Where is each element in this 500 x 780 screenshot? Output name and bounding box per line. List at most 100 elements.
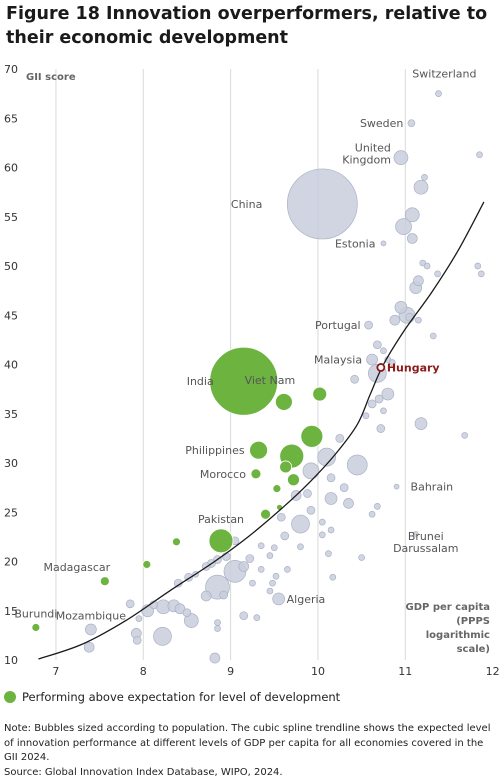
y-tick-label: 45 bbox=[4, 309, 18, 322]
note-text: Note: Bubbles sized according to populat… bbox=[4, 722, 496, 766]
y-tick-label: 50 bbox=[4, 260, 18, 273]
economy-label-line: China bbox=[231, 198, 262, 211]
bubble bbox=[273, 573, 279, 579]
economy-label: Bahrain bbox=[411, 481, 454, 494]
bubble bbox=[413, 276, 423, 286]
source-text: Source: Global Innovation Index Database… bbox=[4, 766, 496, 780]
bubble bbox=[267, 553, 273, 559]
overperformer-bubble bbox=[287, 474, 299, 486]
bubble bbox=[84, 642, 94, 652]
bubble bbox=[246, 555, 254, 563]
bubble bbox=[284, 566, 290, 572]
bubble bbox=[363, 413, 369, 419]
bubble bbox=[373, 341, 381, 349]
bubble-philippines bbox=[250, 441, 268, 459]
economy-label-line: Madagascar bbox=[43, 561, 110, 574]
bubble bbox=[424, 263, 430, 269]
bubble-china bbox=[287, 169, 357, 239]
bubble bbox=[375, 395, 383, 403]
y-tick-label: 20 bbox=[4, 556, 18, 569]
bubble bbox=[382, 388, 394, 400]
bubble bbox=[347, 455, 367, 475]
bubble bbox=[369, 511, 375, 517]
bubble bbox=[340, 484, 348, 492]
economy-label: Switzerland bbox=[412, 68, 476, 81]
bubble bbox=[281, 532, 289, 540]
x-tick-label: 11 bbox=[398, 665, 412, 678]
y-tick-label: 40 bbox=[4, 359, 18, 372]
bubble bbox=[430, 333, 436, 339]
bubble bbox=[240, 612, 248, 620]
bubble-viet-nam bbox=[275, 393, 292, 410]
bubble bbox=[374, 503, 380, 509]
bubble bbox=[291, 515, 309, 533]
bubble-madagascar bbox=[100, 577, 109, 586]
economy-label: Madagascar bbox=[43, 561, 110, 574]
bubble bbox=[307, 506, 315, 514]
economy-label-line: Kingdom bbox=[342, 154, 391, 167]
bubble bbox=[153, 627, 171, 645]
bubble bbox=[477, 152, 483, 158]
economy-label-line: Algeria bbox=[287, 593, 326, 606]
bubble bbox=[380, 348, 386, 354]
bubble bbox=[390, 315, 400, 325]
bubble bbox=[271, 545, 277, 551]
bubble-estonia bbox=[381, 241, 386, 246]
economy-label: Sweden bbox=[360, 117, 403, 130]
bubble-pakistan bbox=[209, 529, 233, 553]
bubble-united-kingdom bbox=[394, 151, 408, 165]
x-axis-label-line: (PPPS bbox=[456, 616, 490, 627]
bubble bbox=[478, 271, 484, 277]
bubble bbox=[395, 301, 407, 313]
bubble bbox=[462, 432, 468, 438]
overperformer-bubbles bbox=[32, 347, 327, 631]
bubble bbox=[344, 498, 354, 508]
y-tick-label: 10 bbox=[4, 654, 18, 667]
economy-label-line: Portugal bbox=[315, 319, 361, 332]
bubble-mozambique bbox=[85, 624, 96, 635]
bubble bbox=[267, 588, 273, 594]
economy-label-line: Malaysia bbox=[314, 354, 362, 367]
bubble bbox=[368, 400, 376, 408]
legend-swatch bbox=[4, 691, 16, 703]
economy-label-line: Estonia bbox=[335, 237, 376, 250]
bubble bbox=[126, 600, 134, 608]
bubble bbox=[435, 271, 441, 277]
bubble bbox=[327, 474, 335, 482]
overperformer-bubble bbox=[313, 387, 327, 401]
bubble bbox=[277, 513, 285, 521]
bubble bbox=[201, 591, 211, 601]
y-tick-label: 25 bbox=[4, 506, 18, 519]
bubble bbox=[325, 492, 337, 504]
bubble bbox=[297, 544, 303, 550]
y-axis-label: GII score bbox=[26, 72, 76, 83]
economy-label-line: Pakistan bbox=[198, 513, 244, 526]
economy-label-line: Switzerland bbox=[412, 68, 476, 81]
economy-label: Portugal bbox=[315, 319, 361, 332]
y-tick-label: 60 bbox=[4, 162, 18, 175]
bubble bbox=[319, 532, 325, 538]
economy-label-line: Mozambique bbox=[56, 609, 126, 622]
bubble bbox=[415, 418, 427, 430]
bubble bbox=[406, 313, 414, 321]
bubble bbox=[405, 208, 419, 222]
bubble bbox=[407, 233, 417, 243]
economy-label: Philippines bbox=[185, 444, 245, 457]
bubble bbox=[254, 615, 260, 621]
bubble bbox=[359, 555, 365, 561]
highlight-label-hungary: Hungary bbox=[387, 361, 440, 374]
bubble bbox=[249, 580, 255, 586]
economy-label: China bbox=[231, 198, 262, 211]
bubble-switzerland bbox=[435, 91, 441, 97]
economy-label: Estonia bbox=[335, 237, 376, 250]
highlight-marker-hungary bbox=[377, 364, 384, 371]
x-tick-label: 12 bbox=[486, 665, 500, 678]
bubble bbox=[210, 653, 220, 663]
economy-label-line: Bahrain bbox=[411, 481, 454, 494]
bubble bbox=[414, 180, 428, 194]
bubble-algeria bbox=[273, 593, 285, 605]
economy-label: India bbox=[187, 375, 214, 388]
bubble-bahrain bbox=[394, 484, 399, 489]
